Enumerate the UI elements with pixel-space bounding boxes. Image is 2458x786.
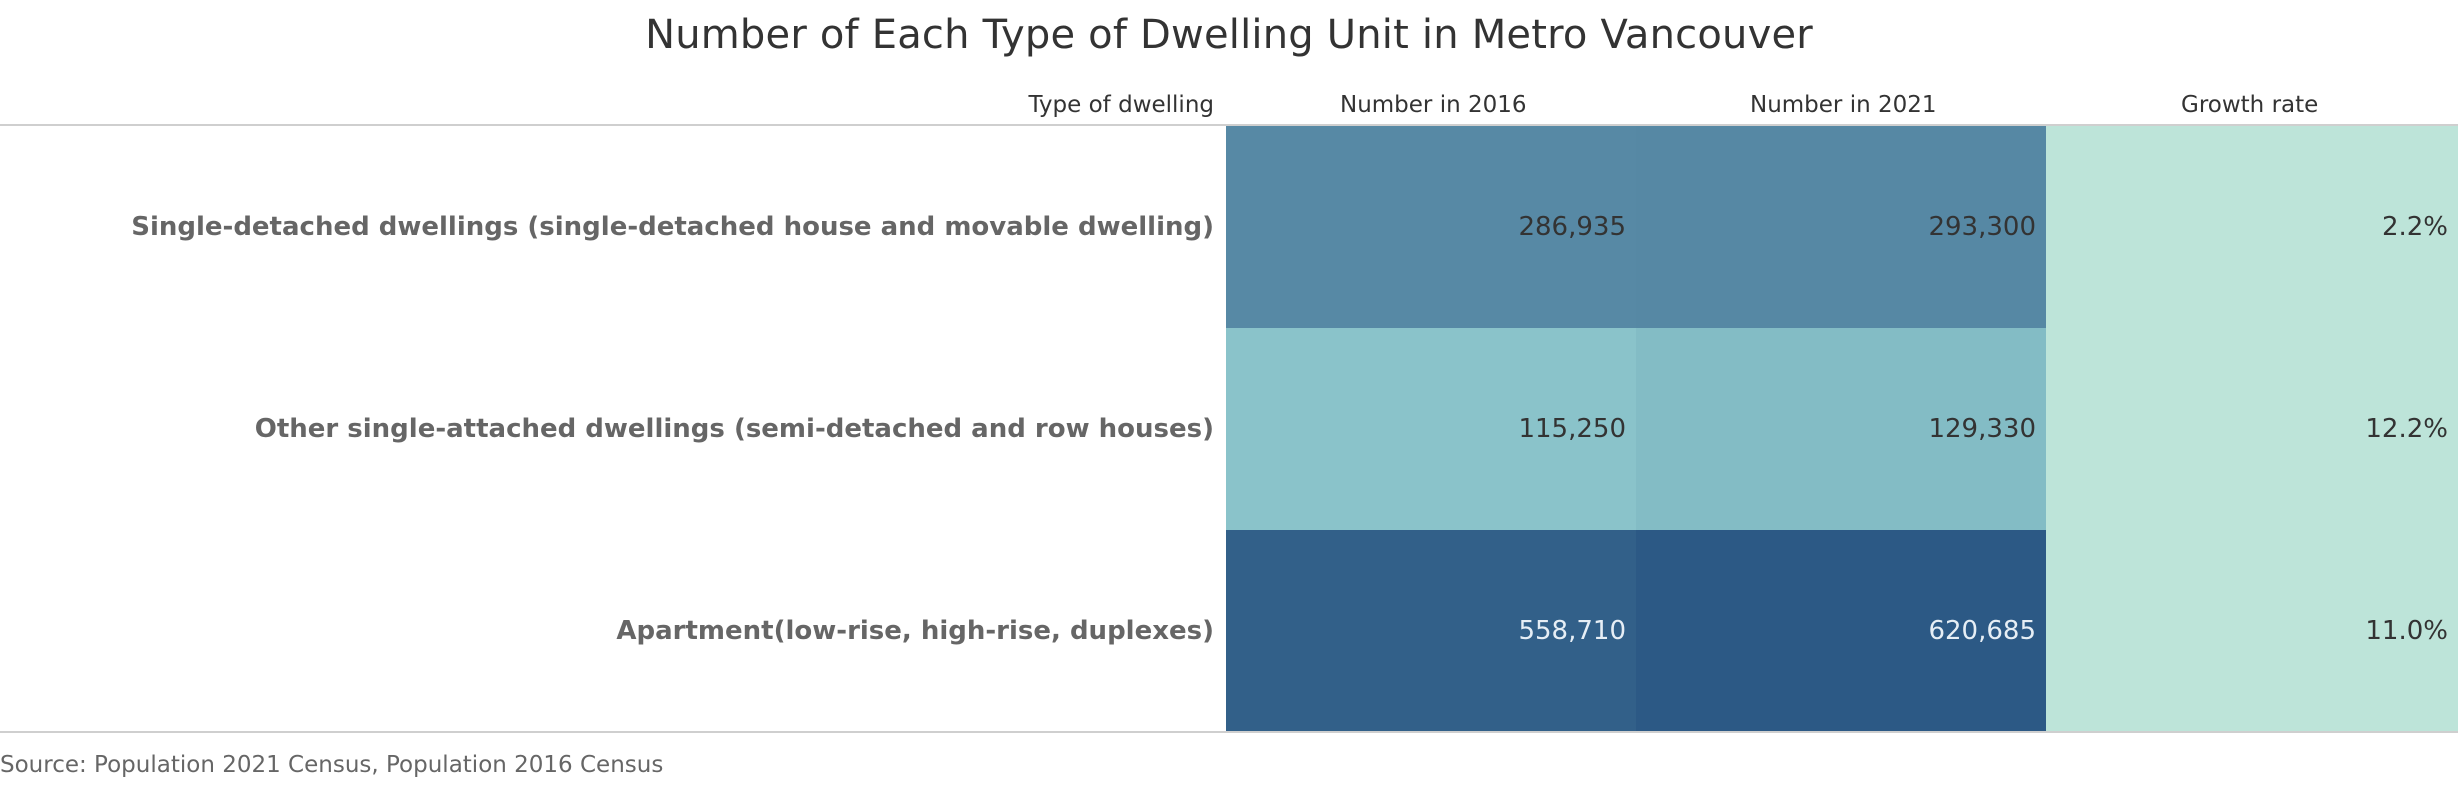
header-number-2016: Number in 2016 [1340, 92, 1527, 118]
cell-2016-value: 286,935 [1518, 212, 1626, 242]
cell-growth [2046, 530, 2458, 732]
row-label: Single-detached dwellings (single-detach… [131, 212, 1214, 242]
cell-2021 [1636, 126, 2046, 328]
cell-growth [2046, 126, 2458, 328]
cell-growth-value: 11.0% [2365, 616, 2448, 646]
source-note: Source: Population 2021 Census, Populati… [0, 752, 664, 778]
header-growth-rate: Growth rate [2181, 92, 2319, 118]
cell-growth-value: 12.2% [2365, 414, 2448, 444]
cell-2016 [1226, 126, 1636, 328]
cell-2021 [1636, 530, 2046, 732]
cell-growth-value: 2.2% [2381, 212, 2448, 242]
header-type-of-dwelling: Type of dwelling [1028, 92, 1214, 118]
footer-divider [0, 731, 2458, 733]
cell-2021-value: 620,685 [1928, 616, 2036, 646]
cell-2021-value: 129,330 [1928, 414, 2036, 444]
chart-title: Number of Each Type of Dwelling Unit in … [645, 12, 1813, 58]
cell-growth [2046, 328, 2458, 530]
header-divider [0, 124, 2458, 126]
cell-2016 [1226, 328, 1636, 530]
row-label: Other single-attached dwellings (semi-de… [254, 414, 1214, 444]
cell-2021-value: 293,300 [1928, 212, 2036, 242]
cell-2016-value: 558,710 [1518, 616, 1626, 646]
cell-2021 [1636, 328, 2046, 530]
row-label: Apartment(low-rise, high-rise, duplexes) [616, 616, 1214, 646]
cell-2016-value: 115,250 [1518, 414, 1626, 444]
header-number-2021: Number in 2021 [1750, 92, 1937, 118]
cell-2016 [1226, 530, 1636, 732]
